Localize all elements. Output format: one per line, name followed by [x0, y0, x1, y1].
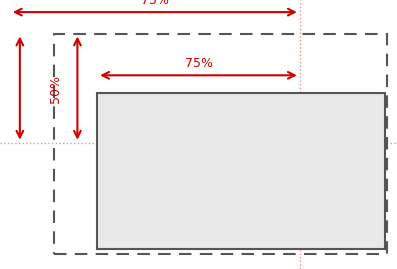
- Bar: [54, 34, 387, 254]
- Text: 50%: 50%: [48, 75, 62, 103]
- Bar: [97, 93, 385, 249]
- Text: 75%: 75%: [141, 0, 169, 7]
- Text: 75%: 75%: [185, 57, 212, 70]
- Text: 50%: 50%: [0, 75, 2, 103]
